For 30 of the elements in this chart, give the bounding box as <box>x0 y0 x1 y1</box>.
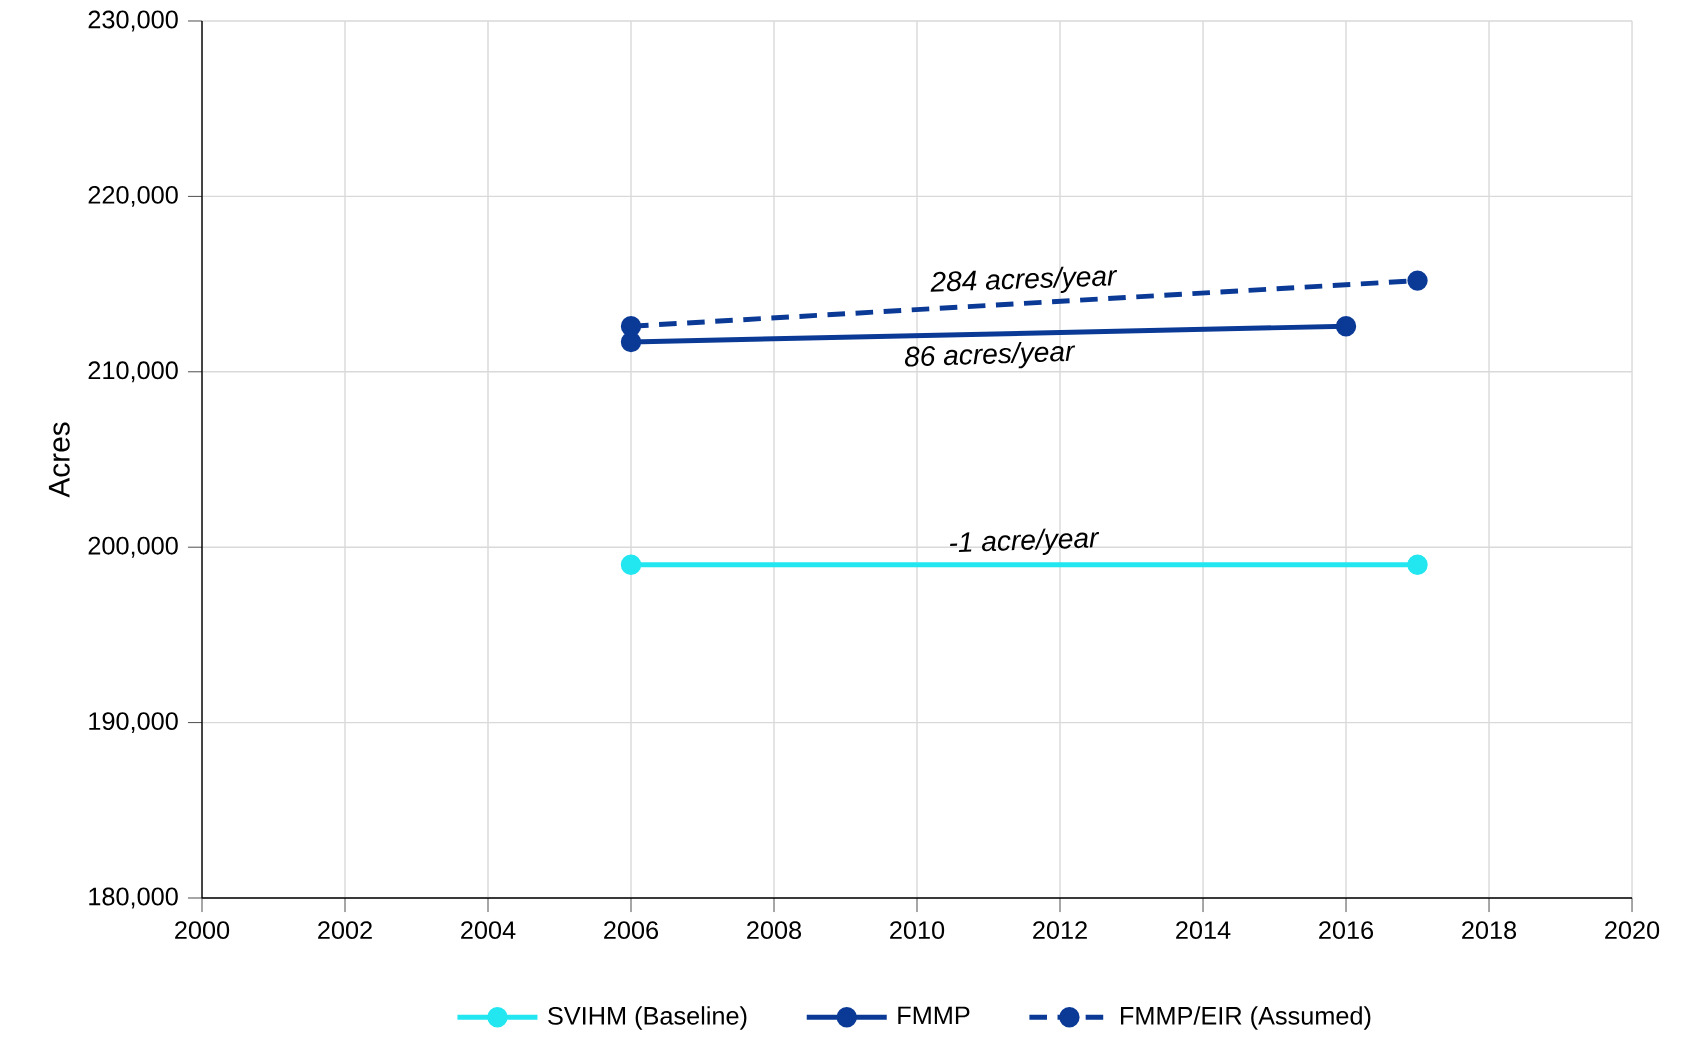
x-tick-label: 2010 <box>890 921 945 939</box>
y-tick-label: 180,000 <box>89 887 178 909</box>
annotation: -1 acre/year <box>949 528 1100 555</box>
y-tick-label: 190,000 <box>89 711 178 733</box>
y-tick-label: 200,000 <box>88 536 178 558</box>
point <box>1407 270 1428 291</box>
annotation: 86 acres/year <box>904 341 1076 369</box>
x-tick-label: 2018 <box>1462 921 1517 939</box>
legend-label: FMMP <box>898 1006 970 1024</box>
y-axis-title: Acres <box>48 422 70 498</box>
x-tick-label: 2012 <box>1033 921 1087 939</box>
x-tick-label: 2002 <box>318 921 372 939</box>
x-tick-label: 2006 <box>604 921 659 939</box>
x-tick-label: 2016 <box>1319 921 1374 939</box>
legend-label: FMMP/EIR (Assumed) <box>1121 1006 1371 1030</box>
x-tick-label: 2014 <box>1176 921 1231 939</box>
y-tick-label: 220,000 <box>88 185 178 207</box>
x-tick-label: 2020 <box>1605 921 1660 939</box>
x-tick-label: 2008 <box>747 921 802 939</box>
x-tick-label: 2004 <box>461 921 516 939</box>
x-tick-label: 2000 <box>175 921 230 939</box>
point <box>1407 554 1428 575</box>
annotation: 284 acres/year <box>930 266 1118 293</box>
legend-label: SVIHM (Baseline) <box>548 1006 747 1030</box>
point <box>620 331 642 352</box>
point <box>1335 315 1357 337</box>
y-tick-label: 210,000 <box>88 361 178 383</box>
point <box>620 554 642 575</box>
point <box>620 315 642 337</box>
y-tick-label: 230,000 <box>88 10 178 32</box>
